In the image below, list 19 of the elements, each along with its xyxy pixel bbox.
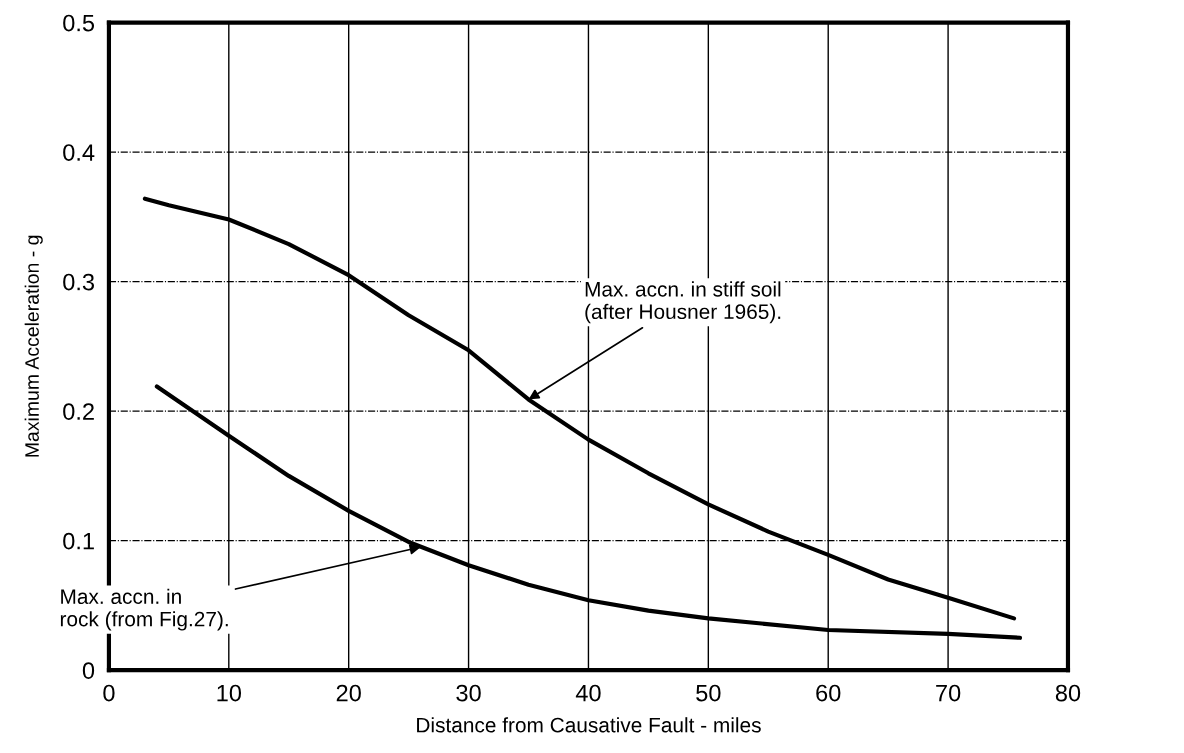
y-tick-label: 0.3 [63, 273, 94, 291]
x-tick-label: 20 [336, 684, 361, 702]
x-tick-label: 10 [217, 684, 242, 702]
annotation: Max. accn. in stiff soil (after Housner 1965). [585, 281, 781, 324]
annotation: Max. accn. in rock (from Fig.27). [60, 588, 228, 631]
y-axis-title: Maximum Acceleration - g [24, 235, 43, 457]
y-tick-label: 0 [82, 662, 95, 679]
x-tick-label: 60 [816, 684, 841, 702]
x-tick-label: 80 [1055, 684, 1081, 702]
x-tick-label: 30 [456, 684, 481, 702]
y-tick-label: 0.5 [63, 14, 95, 32]
x-tick-label: 70 [936, 684, 961, 702]
x-tick-label: 0 [103, 684, 115, 702]
y-tick-label: 0.1 [63, 532, 94, 550]
y-tick-label: 0.4 [63, 144, 95, 161]
x-axis-title: Distance from Causative Fault - miles [417, 717, 761, 733]
x-tick-label: 50 [696, 684, 721, 702]
y-tick-label: 0.2 [63, 403, 94, 420]
x-tick-label: 40 [575, 684, 601, 702]
